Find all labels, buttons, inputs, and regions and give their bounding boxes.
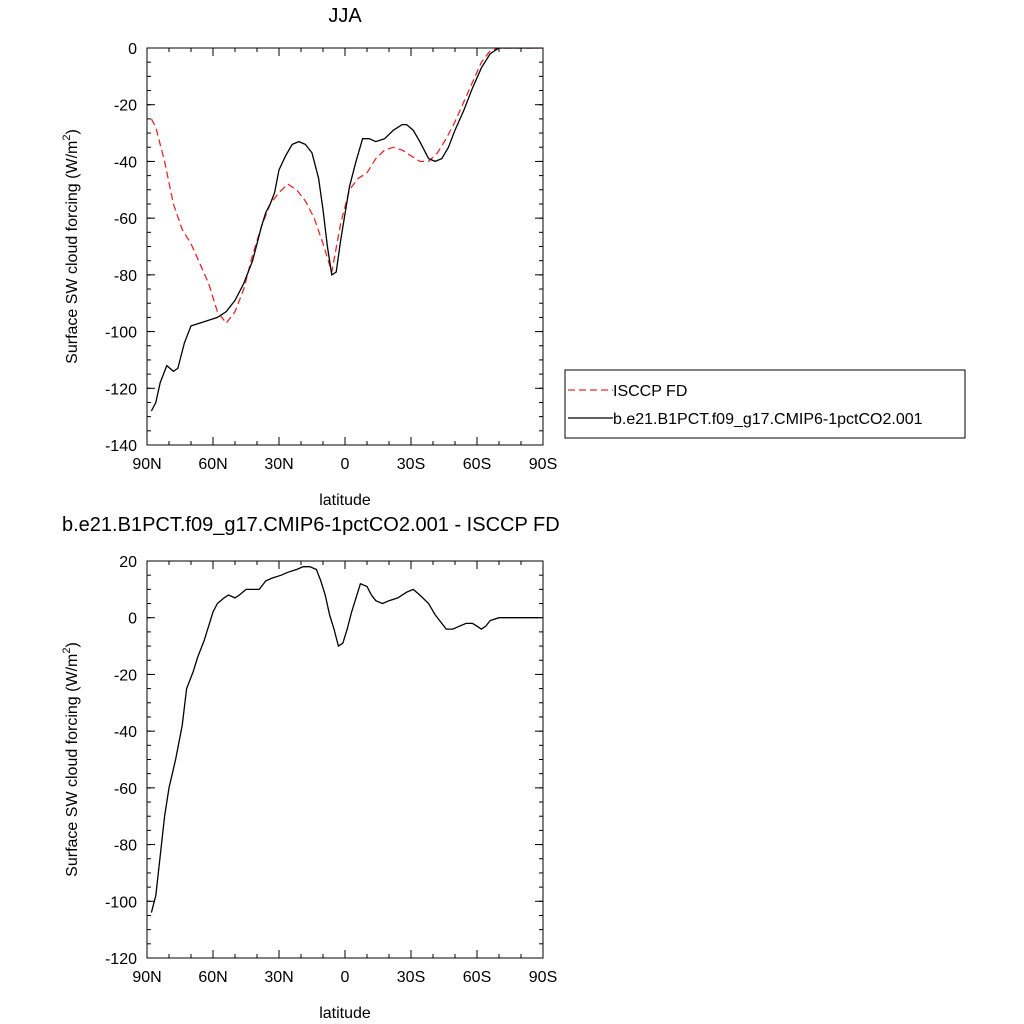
x-axis-label: latitude [319, 1005, 371, 1022]
plot-frame [146, 560, 544, 959]
x-tick-label: 30N [264, 969, 293, 986]
chart-panel-2: b.e21.B1PCT.f09_g17.CMIP6-1pctCO2.001 - … [61, 514, 560, 1022]
chart-panel-1: JJA 90N 60N 30N 0 30S 60S 90S 0 -20 -40 -60 -80 -100 -… [61, 5, 557, 509]
y-tick-label: -80 [114, 838, 137, 855]
y-tick-label: -140 [105, 438, 137, 455]
x-tick-label: 60S [463, 969, 491, 986]
legend-box [564, 369, 966, 439]
y-axis-label: Surface SW cloud forcing (W/m2) [61, 642, 81, 877]
x-axis-label: latitude [319, 492, 371, 509]
y-axis-label: Surface SW cloud forcing (W/m2) [61, 129, 81, 364]
legend-label-1: ISCCP FD [613, 383, 687, 400]
y-tick-label: 0 [128, 41, 137, 58]
y-axis-label-sup: 2 [61, 648, 73, 654]
x-tick-label: 60S [463, 456, 491, 473]
x-tick-label: 30S [397, 456, 425, 473]
y-tick-label: -120 [105, 381, 137, 398]
y-tick-label: -60 [114, 211, 137, 228]
y-tick-label: -60 [114, 781, 137, 798]
y-tick-label: 0 [128, 611, 137, 628]
y-axis-label-sup: 2 [61, 135, 73, 141]
x-tick-label: 0 [341, 456, 350, 473]
x-tick-label: 30N [264, 456, 293, 473]
y-tick-label: -80 [114, 268, 137, 285]
y-tick-label: -100 [105, 894, 137, 911]
x-tick-label: 0 [341, 969, 350, 986]
x-tick-label: 90S [529, 456, 557, 473]
y-tick-label: -120 [105, 951, 137, 968]
y-tick-label: -20 [114, 667, 137, 684]
y-axis-label-main: Surface SW cloud forcing (W/m [64, 141, 81, 364]
y-tick-label: -20 [114, 98, 137, 115]
y-tick-label: -100 [105, 325, 137, 342]
x-tick-label: 90S [529, 969, 557, 986]
series-line-1 [150, 48, 543, 325]
y-axis-label-tail: ) [64, 642, 81, 647]
y-tick-label: -40 [114, 724, 137, 741]
series-line-2 [150, 48, 539, 412]
x-tick-label: 90N [132, 456, 161, 473]
chart-title: JJA [328, 5, 362, 27]
plot-frame [146, 47, 544, 446]
legend-label-2: b.e21.B1PCT.f09_g17.CMIP6-1pctCO2.001 [613, 411, 923, 428]
y-axis-label-tail: ) [64, 129, 81, 134]
y-tick-label: 20 [119, 554, 137, 571]
series-line-1 [150, 566, 539, 913]
x-tick-label: 60N [198, 969, 227, 986]
legend: ISCCP FD b.e21.B1PCT.f09_g17.CMIP6-1pctCO… [564, 369, 966, 439]
x-tick-label: 90N [132, 969, 161, 986]
y-tick-label: -40 [114, 154, 137, 171]
x-tick-label: 60N [198, 456, 227, 473]
chart-title: b.e21.B1PCT.f09_g17.CMIP6-1pctCO2.001 - … [62, 514, 560, 536]
y-axis-label-main: Surface SW cloud forcing (W/m [64, 654, 81, 877]
x-tick-label: 30S [397, 969, 425, 986]
